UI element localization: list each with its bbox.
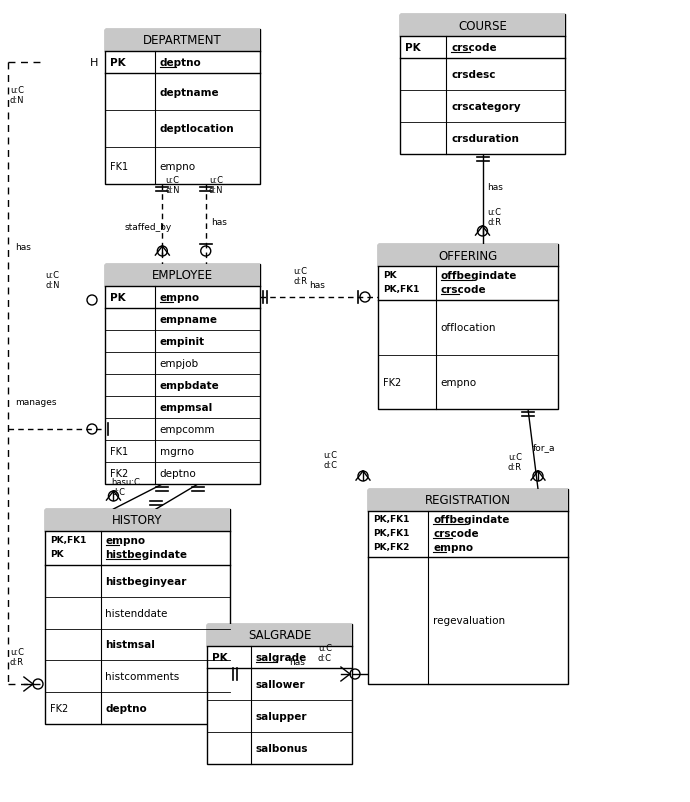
Text: empno: empno	[159, 161, 196, 172]
Text: empno: empno	[441, 377, 477, 387]
Text: deptno: deptno	[159, 468, 197, 479]
Bar	[378, 245, 558, 410]
Text: REGISTRATION: REGISTRATION	[425, 494, 511, 507]
Text: deptno: deptno	[106, 703, 147, 713]
Text: PK: PK	[212, 652, 228, 662]
Text: u:C
d:N: u:C d:N	[209, 176, 224, 195]
Text: H: H	[90, 58, 99, 68]
Text: FK1: FK1	[110, 447, 128, 456]
Text: deptname: deptname	[159, 87, 219, 97]
Text: PK,FK2: PK,FK2	[373, 543, 409, 552]
Bar	[368, 489, 568, 512]
Text: EMPLOYEE: EMPLOYEE	[152, 269, 213, 282]
Text: empinit: empinit	[159, 337, 205, 346]
Text: empname: empname	[159, 314, 217, 325]
Text: empbdate: empbdate	[159, 380, 219, 391]
Text: empno: empno	[433, 542, 473, 553]
Text: histmsal: histmsal	[106, 640, 155, 650]
Text: empcomm: empcomm	[159, 424, 215, 435]
Text: SALGRADE: SALGRADE	[248, 629, 311, 642]
Text: for_a: for_a	[533, 443, 555, 452]
Text: histcomments: histcomments	[106, 671, 180, 682]
Text: PK,FK1: PK,FK1	[383, 286, 420, 294]
Text: mgrno: mgrno	[159, 447, 194, 456]
Bar	[207, 624, 352, 646]
Text: PK,FK1: PK,FK1	[373, 529, 409, 538]
Text: u:C
d:N: u:C d:N	[10, 86, 25, 105]
Text: salupper: salupper	[255, 711, 307, 721]
Text: u:C
d:N: u:C d:N	[166, 176, 180, 195]
Bar	[368, 489, 568, 684]
Text: crscategory: crscategory	[451, 102, 521, 111]
Text: u:C
d:R: u:C d:R	[10, 646, 24, 666]
Bar	[45, 509, 230, 532]
Text: COURSE: COURSE	[458, 19, 507, 32]
Text: PK,FK1: PK,FK1	[373, 515, 409, 524]
Text: hasu:C
d:C: hasu:C d:C	[112, 477, 140, 496]
Text: PK,FK1: PK,FK1	[50, 536, 86, 545]
Text: u:C
d:C: u:C d:C	[323, 450, 337, 469]
Text: salbonus: salbonus	[255, 743, 308, 753]
Text: u:C
d:R: u:C d:R	[508, 452, 522, 472]
Text: has: has	[210, 217, 226, 227]
Text: has: has	[289, 657, 305, 666]
Text: histenddate: histenddate	[106, 608, 168, 618]
Bar	[45, 509, 230, 724]
Text: empno: empno	[159, 293, 199, 302]
Text: empno: empno	[106, 535, 146, 545]
Text: FK2: FK2	[50, 703, 68, 713]
Text: deptlocation: deptlocation	[159, 124, 234, 134]
Text: empjob: empjob	[159, 358, 199, 369]
Bar	[207, 624, 352, 764]
Text: PK: PK	[110, 293, 126, 302]
Text: DEPARTMENT: DEPARTMENT	[143, 34, 222, 47]
Text: salgrade: salgrade	[255, 652, 307, 662]
Text: histbegindate: histbegindate	[106, 549, 188, 559]
Text: histbeginyear: histbeginyear	[106, 576, 187, 586]
Text: PK: PK	[405, 43, 421, 53]
Text: OFFERING: OFFERING	[438, 249, 497, 262]
Text: empmsal: empmsal	[159, 403, 213, 412]
Text: sallower: sallower	[255, 679, 305, 689]
Text: has: has	[488, 183, 504, 192]
Text: has: has	[15, 242, 31, 251]
Text: PK: PK	[383, 271, 397, 280]
Text: offbegindate: offbegindate	[441, 270, 517, 281]
Text: PK: PK	[50, 550, 63, 559]
Text: FK1: FK1	[110, 161, 128, 172]
Text: u:C
d:R: u:C d:R	[488, 208, 502, 227]
Bar	[105, 265, 260, 484]
Text: crscode: crscode	[441, 285, 486, 294]
Bar	[105, 30, 260, 52]
Text: manages: manages	[15, 398, 57, 407]
Bar	[400, 15, 565, 37]
Bar	[400, 15, 565, 155]
Bar	[105, 265, 260, 286]
Text: offbegindate: offbegindate	[433, 514, 509, 525]
Text: u:C
d:R: u:C d:R	[293, 266, 307, 286]
Text: u:C
d:C: u:C d:C	[318, 642, 332, 662]
Text: deptno: deptno	[159, 58, 201, 68]
Text: crsduration: crsduration	[451, 134, 519, 144]
Text: PK: PK	[110, 58, 126, 68]
Text: regevaluation: regevaluation	[433, 616, 505, 626]
Text: has: has	[309, 281, 325, 290]
Text: offlocation: offlocation	[441, 323, 496, 333]
Text: u:C
d:N: u:C d:N	[45, 270, 59, 290]
Text: FK2: FK2	[110, 468, 128, 479]
Text: FK2: FK2	[383, 377, 402, 387]
Text: crsdesc: crsdesc	[451, 70, 495, 80]
Text: HISTORY: HISTORY	[112, 514, 163, 527]
Bar	[105, 30, 260, 184]
Text: staffed_by: staffed_by	[124, 223, 172, 232]
Text: crscode: crscode	[451, 43, 497, 53]
Text: crscode: crscode	[433, 529, 479, 538]
Bar	[378, 245, 558, 267]
